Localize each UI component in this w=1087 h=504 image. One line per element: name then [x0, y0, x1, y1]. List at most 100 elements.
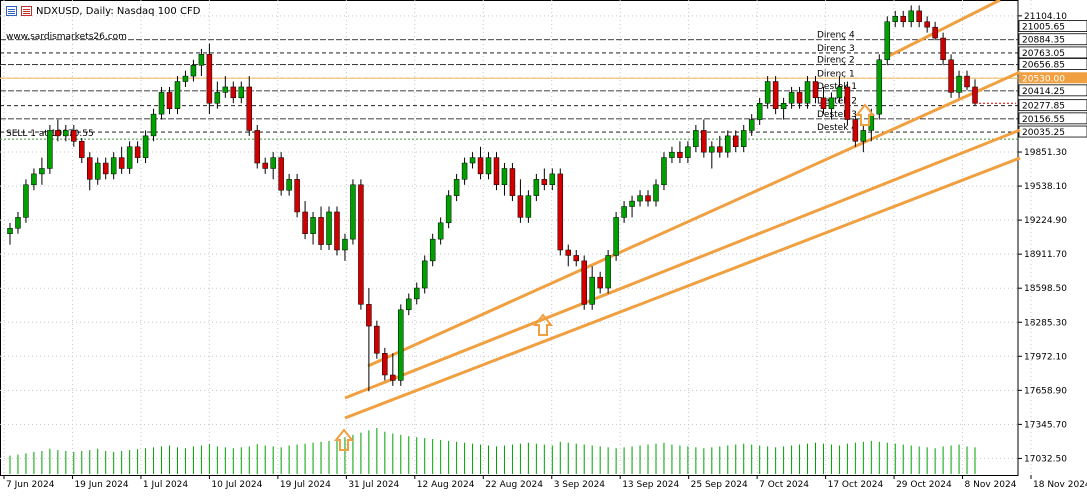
candle-body — [717, 146, 723, 153]
x-tick-label: 17 Oct 2024 — [828, 480, 884, 490]
y-tick-label: 18598.50 — [1024, 284, 1067, 294]
price-box-label: 20656.85 — [1022, 60, 1065, 70]
price-box — [1018, 84, 1087, 97]
candle-body — [764, 81, 771, 104]
y-tick-label: 17032.50 — [1024, 454, 1067, 464]
candle-body — [573, 255, 579, 262]
menu-icon[interactable] — [6, 6, 17, 16]
candle-body — [214, 92, 221, 104]
candle-body — [413, 287, 420, 300]
y-tick-label: 19224.90 — [1024, 216, 1067, 226]
candle-body — [693, 130, 699, 147]
price-box — [1018, 20, 1087, 32]
candle-body — [437, 222, 444, 240]
candle-body — [541, 179, 548, 186]
price-box-label: 20277.85 — [1022, 102, 1065, 112]
candle-body — [709, 146, 715, 153]
candle-body — [334, 211, 340, 251]
x-tick-label: 25 Sep 2024 — [691, 480, 748, 490]
price-tag-label: 20530.00 — [1022, 74, 1065, 84]
candle-body — [677, 151, 683, 158]
level-label: Direnç 3 — [817, 44, 855, 54]
candle-body — [517, 195, 524, 218]
price-box-label: 20035.25 — [1022, 128, 1065, 138]
candle-body — [31, 173, 37, 186]
candle-body — [796, 92, 803, 104]
candle-body — [597, 276, 603, 289]
candle-body — [533, 179, 540, 196]
y-tick-label: 19538.10 — [1024, 182, 1067, 192]
candle-body — [725, 135, 731, 153]
candle-body — [621, 206, 627, 218]
level-label: Direnç 1 — [817, 69, 855, 79]
candle-body — [206, 54, 213, 104]
candle-body — [908, 10, 914, 22]
price-tag-box — [1019, 72, 1087, 84]
candle-body — [613, 217, 619, 256]
candle-body — [198, 54, 205, 66]
candle-body — [429, 238, 436, 262]
candle-body — [142, 135, 149, 158]
chart-header: NDXUSD, Daily: Nasdaq 100 CFD — [6, 4, 200, 18]
candle-body — [852, 119, 859, 142]
trend-channel-line — [884, 0, 1001, 60]
candle-body — [581, 260, 587, 305]
candle-body — [63, 130, 69, 137]
candle-body — [876, 59, 883, 115]
candle-body — [836, 86, 843, 99]
candle-body — [589, 276, 595, 305]
level-label: Direnç 2 — [817, 55, 855, 65]
y-tick-label: 17658.90 — [1024, 386, 1067, 396]
candle-body — [230, 86, 237, 99]
candle-body — [47, 130, 53, 169]
candle-body — [342, 238, 348, 251]
candle-body — [246, 86, 253, 131]
candle-body — [828, 97, 835, 109]
candle-body — [421, 260, 428, 289]
candle-body — [685, 146, 691, 158]
down-arrow-icon — [854, 103, 876, 126]
level-label: Destek 2 — [817, 97, 857, 107]
candle-body — [812, 81, 819, 99]
x-tick-label: 19 Jun 2024 — [74, 480, 128, 490]
candle-body — [15, 217, 21, 229]
price-box-label: 20414.25 — [1022, 87, 1065, 97]
y-tick-label: 18285.30 — [1024, 318, 1067, 328]
price-box — [1018, 99, 1087, 112]
candle-body — [756, 103, 763, 120]
candle-body — [286, 179, 292, 191]
candle-body — [469, 157, 476, 164]
candle-body — [948, 59, 954, 93]
candle-body — [358, 184, 364, 305]
candle-body — [605, 255, 611, 289]
candle-body — [772, 81, 779, 109]
x-tick-label: 29 Oct 2024 — [896, 480, 952, 490]
candle-body — [645, 195, 651, 202]
x-tick-label: 7 Jun 2024 — [6, 480, 55, 490]
up-arrow-icon — [532, 313, 554, 336]
candle-body — [900, 16, 906, 22]
candle-body — [549, 173, 556, 186]
candle-body — [254, 130, 260, 164]
price-box-label: 21005.65 — [1022, 23, 1065, 33]
candle-body — [374, 325, 380, 354]
candle-body — [740, 130, 747, 147]
candle-body — [326, 211, 332, 245]
level-label: Destek 4 — [817, 123, 857, 133]
chart-icon[interactable] — [21, 6, 32, 16]
x-tick-label: 19 Jul 2024 — [280, 480, 331, 490]
price-box-label: 20884.35 — [1022, 36, 1065, 46]
candle-body — [956, 75, 962, 93]
candle-body — [892, 16, 898, 22]
candle-body — [525, 195, 532, 218]
candle-body — [461, 162, 468, 180]
price-box-label: 20763.05 — [1022, 49, 1065, 59]
candle-body — [238, 86, 245, 99]
candle-body — [110, 157, 117, 175]
price-box-label: 20156.55 — [1022, 115, 1065, 125]
candle-body — [87, 157, 93, 180]
price-box — [1018, 58, 1087, 70]
x-tick-label: 18 Nov 2024 — [1033, 480, 1087, 490]
